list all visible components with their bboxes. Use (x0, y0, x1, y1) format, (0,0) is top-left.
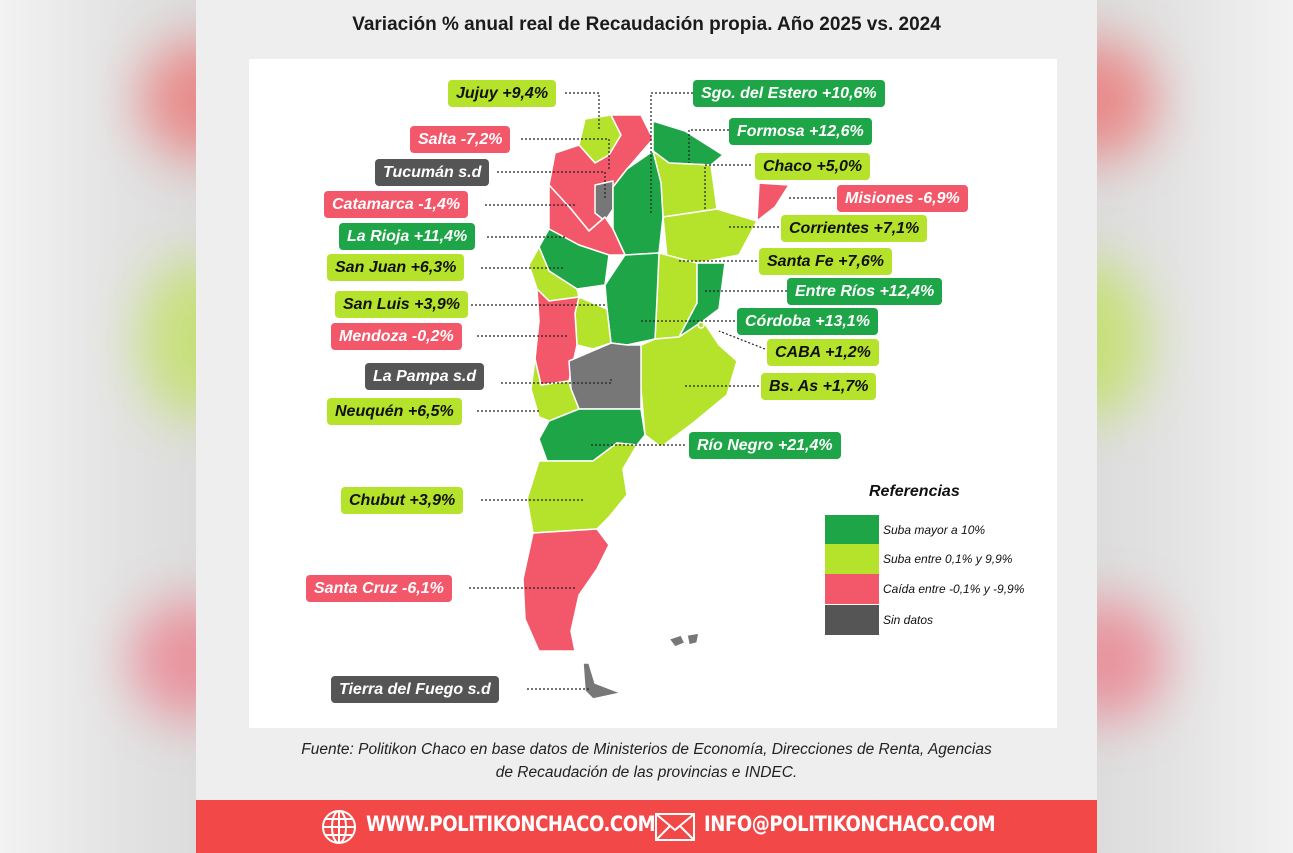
label-corrientes: Corrientes +7,1% (781, 215, 928, 242)
source-line-2: de Recaudación de las provincias e INDEC… (495, 764, 798, 781)
province-corrientes (662, 208, 758, 264)
islas-malvinas (668, 632, 700, 648)
label-santa-fe: Santa Fe +7,6% (759, 248, 892, 275)
province-tierra-del-fuego (582, 662, 622, 700)
province-caba (697, 321, 705, 329)
label-entre-rios: Entre Ríos +12,4% (787, 278, 943, 305)
label-sgo-del-estero: Sgo. del Estero +10,6% (693, 80, 885, 107)
source-note: Fuente: Politikon Chaco en base datos de… (236, 738, 1057, 784)
globe-icon (322, 810, 356, 844)
mail-icon (655, 813, 695, 841)
footer-website-link[interactable]: WWW.POLITIKONCHACO.COM (366, 812, 656, 836)
legend-swatch-suba-mayor (825, 515, 879, 545)
background-right (1037, 0, 1293, 853)
label-tucuman: Tucumán s.d (375, 159, 490, 186)
label-rio-negro: Río Negro +21,4% (689, 432, 841, 459)
label-cordoba: Córdoba +13,1% (737, 308, 878, 335)
label-la-rioja: La Rioja +11,4% (339, 223, 476, 250)
argentina-map (469, 92, 835, 700)
province-santa-cruz (522, 528, 610, 652)
map-panel: Jujuy +9,4% Salta -7,2% Tucumán s.d Cata… (249, 59, 1057, 728)
label-mendoza: Mendoza -0,2% (331, 323, 462, 350)
infographic-card: Variación % anual real de Recaudación pr… (196, 0, 1097, 853)
label-chubut: Chubut +3,9% (341, 487, 464, 514)
province-tucuman (594, 180, 614, 222)
label-caba: CABA +1,2% (767, 339, 879, 366)
province-la-pampa (568, 342, 642, 410)
legend-item-sin-datos: Sin datos (883, 613, 934, 627)
legend-swatch-suba-entre (825, 544, 879, 574)
label-chaco: Chaco +5,0% (755, 153, 871, 180)
label-catamarca: Catamarca -1,4% (324, 191, 469, 218)
label-formosa: Formosa +12,6% (729, 118, 872, 145)
legend-swatch-sin-datos (825, 605, 879, 635)
label-san-juan: San Juan +6,3% (327, 254, 465, 281)
province-cordoba (604, 252, 660, 346)
label-misiones: Misiones -6,9% (837, 185, 968, 212)
label-san-luis: San Luis +3,9% (335, 291, 468, 318)
background-left (0, 0, 260, 853)
footer-bar: WWW.POLITIKONCHACO.COM INFO@POLITIKONCHA… (196, 800, 1097, 853)
page-title: Variación % anual real de Recaudación pr… (352, 14, 941, 35)
footer-email-link[interactable]: INFO@POLITIKONCHACO.COM (704, 812, 996, 836)
source-line-1: Fuente: Politikon Chaco en base datos de… (301, 741, 992, 758)
legend-item-suba-mayor: Suba mayor a 10% (883, 523, 986, 537)
legend-title: Referencias (869, 483, 960, 500)
label-bs-as: Bs. As +1,7% (761, 373, 877, 400)
province-misiones (756, 182, 790, 222)
label-jujuy: Jujuy +9,4% (448, 80, 557, 107)
legend-swatch-caida (825, 574, 879, 604)
legend-item-caida: Caída entre -0,1% y -9,9% (883, 582, 1025, 596)
province-buenos-aires (640, 320, 738, 448)
label-salta: Salta -7,2% (410, 126, 511, 153)
label-santa-cruz: Santa Cruz -6,1% (306, 575, 452, 602)
label-la-pampa: La Pampa s.d (365, 363, 485, 390)
label-tierra-del-fuego: Tierra del Fuego s.d (331, 676, 499, 703)
province-chubut (526, 442, 638, 534)
label-neuquen: Neuquén +6,5% (327, 398, 462, 425)
leader-lines (469, 92, 835, 690)
legend-item-suba-entre: Suba entre 0,1% y 9,9% (883, 552, 1013, 566)
